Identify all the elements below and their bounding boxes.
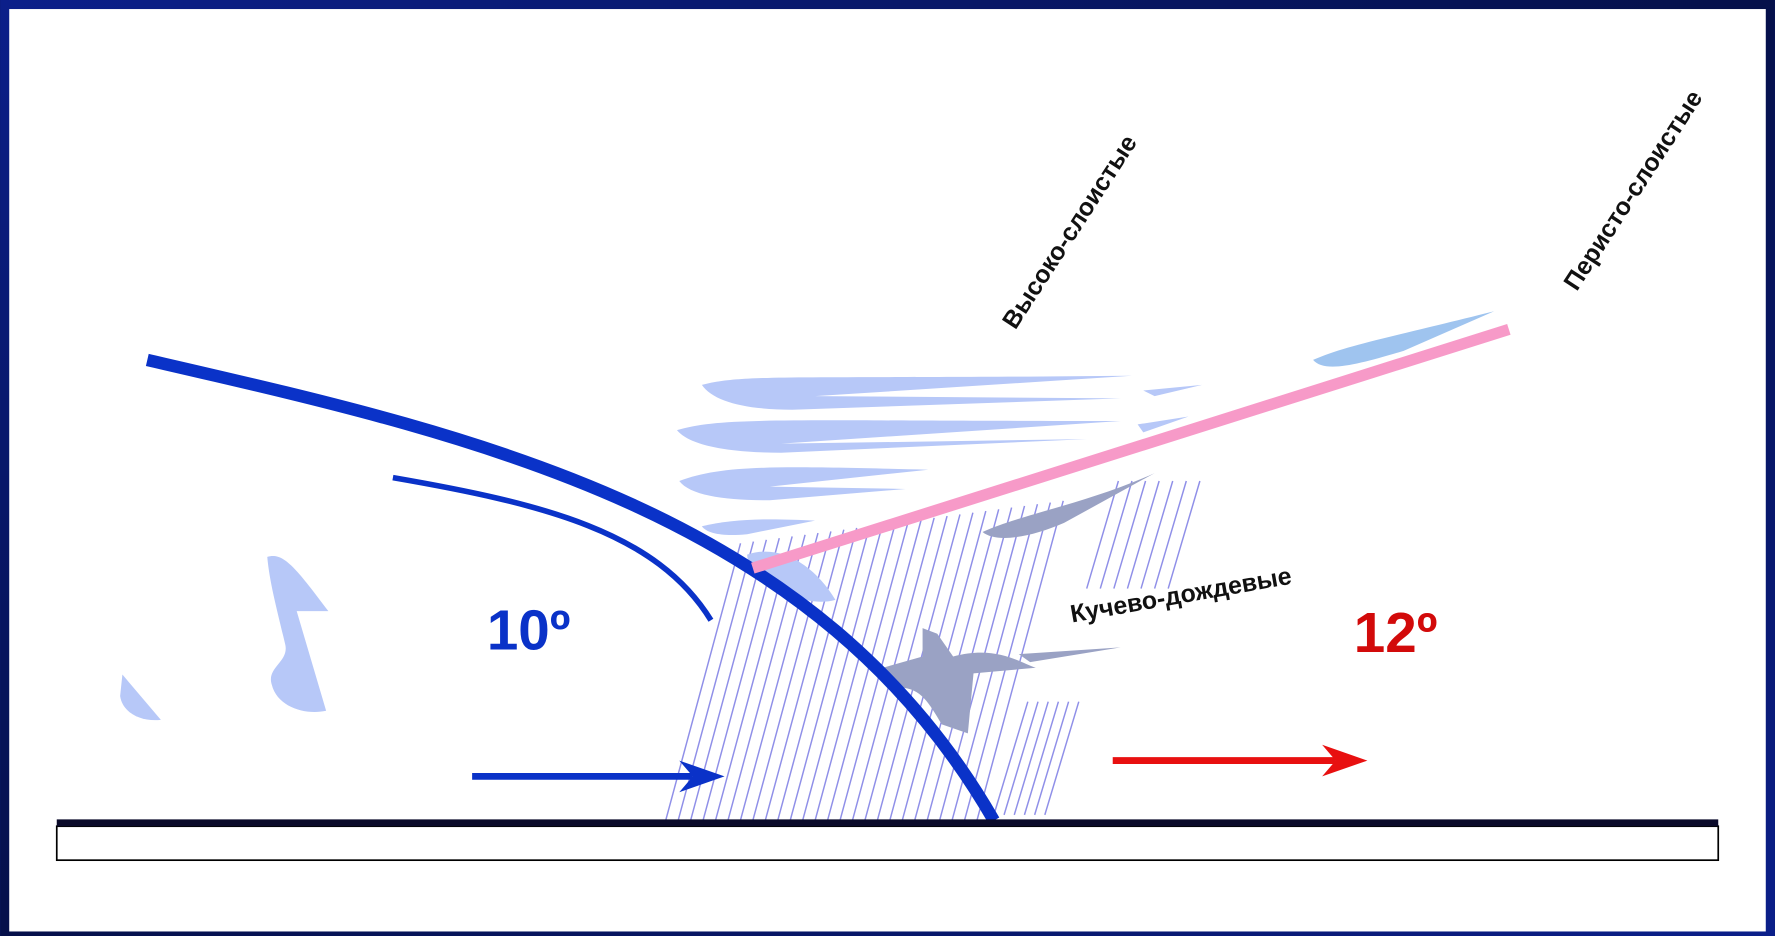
- rain-line: [1003, 701, 1039, 816]
- cold-wind-arrowhead: [679, 760, 725, 793]
- clouds: [120, 311, 1495, 721]
- rain-line: [789, 526, 871, 821]
- cold-air-boundary: [392, 474, 714, 622]
- rain-line: [1044, 701, 1080, 816]
- rain-line: [1126, 480, 1160, 589]
- ground-strip: [55, 825, 1720, 862]
- rain-line: [826, 521, 910, 821]
- rain-line: [1085, 480, 1120, 589]
- rain-line: [1023, 701, 1060, 816]
- rain-line: [1033, 701, 1070, 816]
- rain-line: [1013, 701, 1049, 816]
- cold-temperature: 10º: [487, 599, 571, 662]
- rain-line: [764, 529, 845, 821]
- warm-front: [751, 323, 1511, 574]
- storm-cloud: [882, 473, 1155, 734]
- warm-temperature: 12º: [1354, 601, 1438, 664]
- warm-wind-arrowhead: [1322, 744, 1368, 777]
- rain-line: [801, 524, 884, 821]
- rain-line: [1099, 480, 1133, 589]
- rain-line: [777, 527, 858, 821]
- rain-line: [1153, 480, 1188, 589]
- rain-line: [1140, 480, 1174, 589]
- rain-line: [814, 522, 897, 821]
- cold-front: [145, 353, 1000, 824]
- rain-line: [993, 701, 1029, 816]
- rain-line: [1167, 480, 1201, 589]
- rain-line: [1113, 480, 1147, 589]
- rain-line: [976, 500, 1064, 821]
